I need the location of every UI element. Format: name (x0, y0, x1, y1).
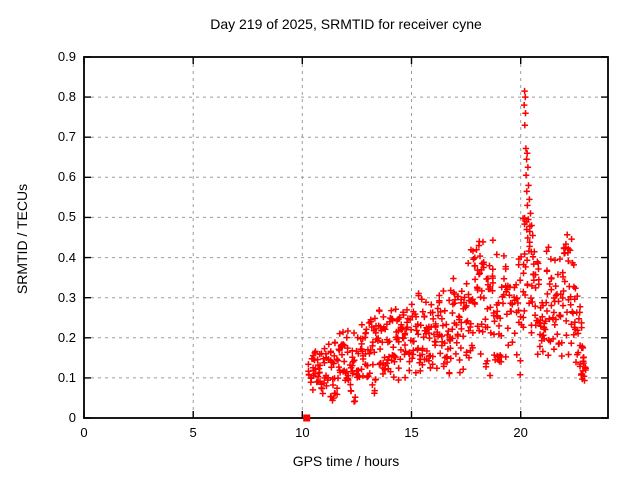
x-axis-label: GPS time / hours (292, 453, 400, 469)
y-tick-label: 0.3 (57, 289, 76, 305)
y-tick-label: 0.2 (57, 329, 76, 345)
y-tick-label: 0.6 (57, 169, 76, 185)
y-tick-label: 0.9 (57, 49, 76, 64)
chart-title: Day 219 of 2025, SRMTID for receiver cyn… (210, 16, 482, 32)
x-tick-label: 20 (513, 425, 528, 440)
x-tick-label: 15 (404, 425, 419, 440)
y-tick-label: 0 (68, 410, 76, 425)
x-tick-label: 0 (80, 425, 88, 440)
zero-point-marker (303, 414, 311, 422)
y-tick-label: 0.7 (57, 129, 76, 145)
y-tick-label: 0.8 (57, 89, 76, 105)
y-tick-label: 0.4 (57, 249, 76, 265)
x-tick-label: 5 (189, 425, 197, 440)
x-tick-label: 10 (295, 425, 310, 440)
y-tick-label: 0.5 (57, 209, 76, 225)
scatter-points (305, 87, 589, 405)
y-tick-label: 0.1 (57, 369, 76, 385)
